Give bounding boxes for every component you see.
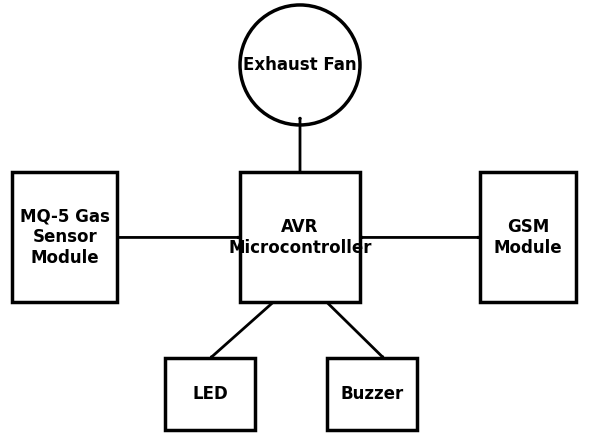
Text: LED: LED	[192, 385, 228, 403]
FancyArrowPatch shape	[362, 237, 478, 238]
FancyArrowPatch shape	[299, 118, 301, 172]
Bar	[480, 172, 576, 302]
FancyArrowPatch shape	[211, 302, 273, 358]
Text: Buzzer: Buzzer	[340, 385, 404, 403]
Bar	[240, 172, 360, 302]
Bar	[165, 358, 255, 430]
Text: AVR
Microcontroller: AVR Microcontroller	[228, 218, 372, 257]
Text: GSM
Module: GSM Module	[494, 218, 562, 257]
Text: MQ-5 Gas
Sensor
Module: MQ-5 Gas Sensor Module	[20, 207, 110, 267]
Bar	[13, 172, 118, 302]
Text: Exhaust Fan: Exhaust Fan	[243, 56, 357, 74]
FancyArrowPatch shape	[118, 237, 238, 238]
Ellipse shape	[240, 5, 360, 125]
Bar	[327, 358, 417, 430]
FancyArrowPatch shape	[327, 302, 383, 357]
